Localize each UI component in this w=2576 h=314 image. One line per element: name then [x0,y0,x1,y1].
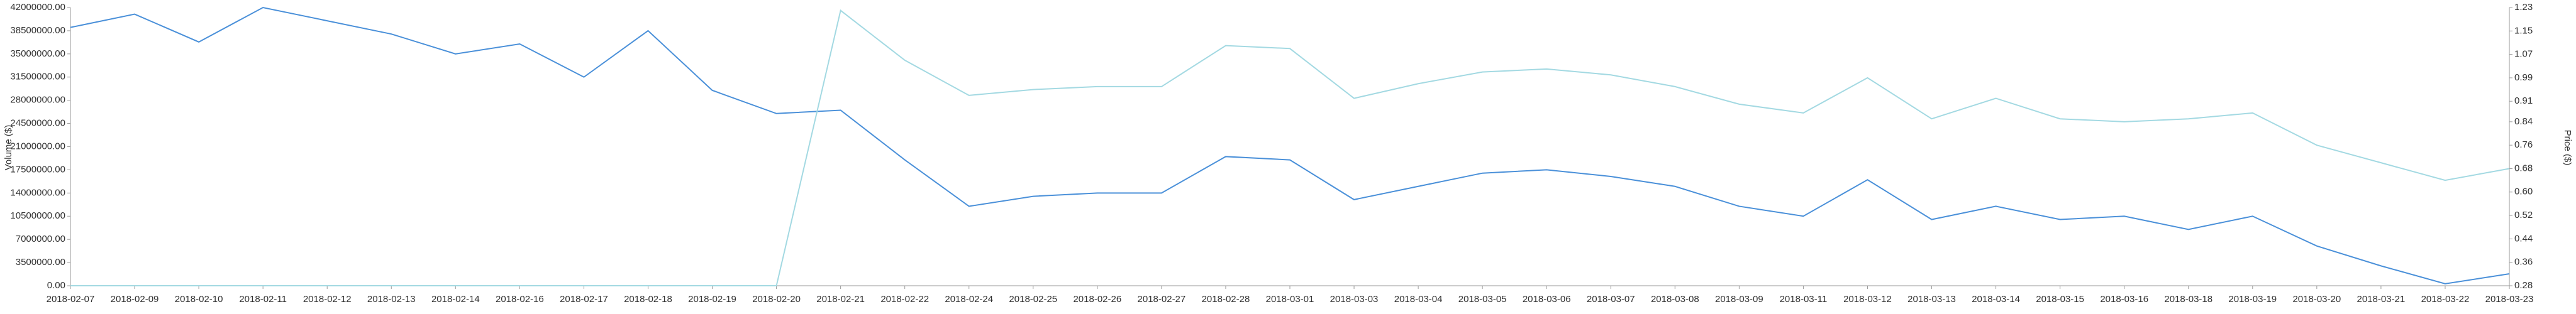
x-tick-label: 2018-03-15 [2036,294,2084,305]
y-tick-label: 28000000.00 [10,95,65,106]
y2-tick-label: 0.68 [2514,163,2533,173]
y-tick-label: 31500000.00 [10,72,65,82]
y2-axis-label: Price ($) [2562,130,2573,166]
x-tick-label: 2018-03-16 [2100,294,2148,305]
y2-tick-label: 0.52 [2514,210,2533,220]
x-tick-label: 2018-03-07 [1587,294,1635,305]
x-tick-label: 2018-03-19 [2228,294,2277,305]
x-tick-label: 2018-03-03 [1330,294,1379,305]
y-tick-label: 3500000.00 [16,257,65,268]
y2-tick-label: 0.60 [2514,187,2533,197]
y-tick-label: 7000000.00 [16,234,65,244]
y-tick-label: 21000000.00 [10,141,65,151]
x-tick-label: 2018-03-20 [2292,294,2341,305]
x-tick-label: 2018-02-25 [1009,294,1057,305]
y2-tick-label: 0.76 [2514,139,2533,150]
x-tick-label: 2018-02-27 [1138,294,1186,305]
x-tick-label: 2018-02-28 [1202,294,1250,305]
x-tick-label: 2018-02-22 [880,294,929,305]
x-tick-label: 2018-03-12 [1843,294,1892,305]
series-line [70,6,2510,284]
x-tick-label: 2018-03-01 [1266,294,1314,305]
x-tick-label: 2018-03-13 [1907,294,1956,305]
y-tick-label: 38500000.00 [10,25,65,36]
x-tick-label: 2018-02-17 [560,294,608,305]
y-axis-label: Volume ($) [3,125,14,171]
x-tick-label: 2018-02-26 [1073,294,1121,305]
x-tick-label: 2018-03-18 [2164,294,2212,305]
x-tick-label: 2018-02-20 [752,294,801,305]
y-tick-label: 35000000.00 [10,48,65,59]
x-tick-label: 2018-02-18 [624,294,672,305]
y2-tick-label: 1.23 [2514,2,2533,13]
y2-tick-label: 0.28 [2514,280,2533,291]
y2-tick-label: 0.36 [2514,257,2533,268]
y-tick-label: 10500000.00 [10,210,65,221]
x-tick-label: 2018-02-10 [175,294,223,305]
x-tick-label: 2018-03-08 [1651,294,1699,305]
x-tick-label: 2018-02-07 [47,294,95,305]
y-tick-label: 0.00 [47,280,65,291]
x-tick-label: 2018-03-04 [1394,294,1443,305]
x-tick-label: 2018-02-19 [688,294,736,305]
y-tick-label: 17500000.00 [10,164,65,175]
x-tick-label: 2018-02-13 [367,294,416,305]
x-tick-label: 2018-03-09 [1715,294,1763,305]
y2-tick-label: 1.15 [2514,25,2533,36]
x-tick-label: 2018-02-24 [945,294,993,305]
y-tick-label: 14000000.00 [10,187,65,198]
y2-tick-label: 0.84 [2514,116,2533,127]
y-tick-label: 42000000.00 [10,2,65,13]
x-tick-label: 2018-02-09 [111,294,159,305]
y2-tick-label: 1.07 [2514,49,2533,60]
x-tick-label: 2018-02-16 [496,294,544,305]
x-tick-label: 2018-03-23 [2485,294,2534,305]
y2-tick-label: 0.99 [2514,72,2533,83]
y2-tick-label: 0.44 [2514,233,2533,244]
x-tick-label: 2018-03-21 [2357,294,2406,305]
x-tick-label: 2018-03-11 [1780,294,1828,305]
series-line [70,9,2510,286]
x-tick-label: 2018-03-05 [1458,294,1507,305]
x-tick-label: 2018-02-21 [816,294,865,305]
x-tick-label: 2018-03-22 [2421,294,2470,305]
y-tick-label: 24500000.00 [10,118,65,129]
x-tick-label: 2018-03-14 [1972,294,2020,305]
x-tick-label: 2018-03-06 [1523,294,1571,305]
x-tick-label: 2018-02-11 [239,294,287,305]
y2-tick-label: 0.91 [2514,95,2533,106]
x-tick-label: 2018-02-12 [303,294,352,305]
x-tick-label: 2018-02-14 [431,294,480,305]
